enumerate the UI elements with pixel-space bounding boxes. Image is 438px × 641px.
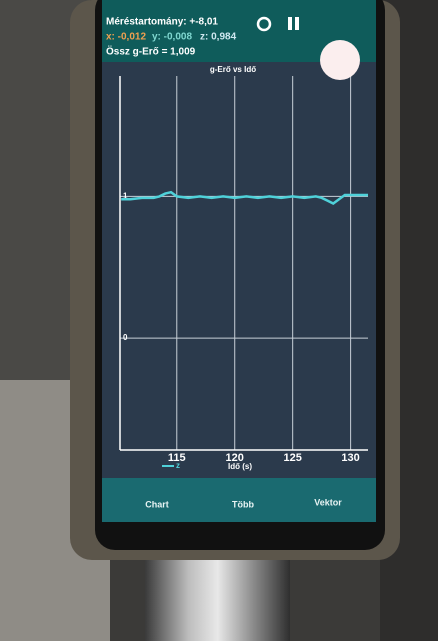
page: Méréstartomány: +-8,01 x: -0,012 y: -0,0…	[0, 0, 438, 641]
z-reading: z: 0,984	[200, 32, 237, 43]
y-reading: y: -0,008	[152, 32, 192, 43]
range-text: Méréstartomány: +-8,01	[106, 17, 218, 28]
x-axis-label: Idő (s)	[228, 462, 252, 471]
y-tick-label: 0	[123, 333, 128, 342]
pause-icon	[295, 17, 299, 30]
legend-label: z	[176, 461, 180, 470]
nav-chart[interactable]: Chart	[145, 499, 169, 509]
x-tick-label: 130	[341, 452, 359, 464]
total-reading: Össz g-Erő = 1,009	[106, 45, 196, 58]
pause-icon[interactable]	[288, 17, 292, 30]
x-reading: x: -0,012	[106, 32, 146, 43]
chart-title: g-Erő vs Idő	[210, 65, 256, 74]
x-tick-label: 125	[283, 452, 301, 464]
nav-vector[interactable]: Vektor	[314, 497, 342, 507]
scene: Méréstartomány: +-8,01 x: -0,012 y: -0,0…	[0, 0, 438, 641]
fab-button[interactable]	[320, 40, 360, 80]
nav-more[interactable]: Több	[232, 499, 254, 509]
